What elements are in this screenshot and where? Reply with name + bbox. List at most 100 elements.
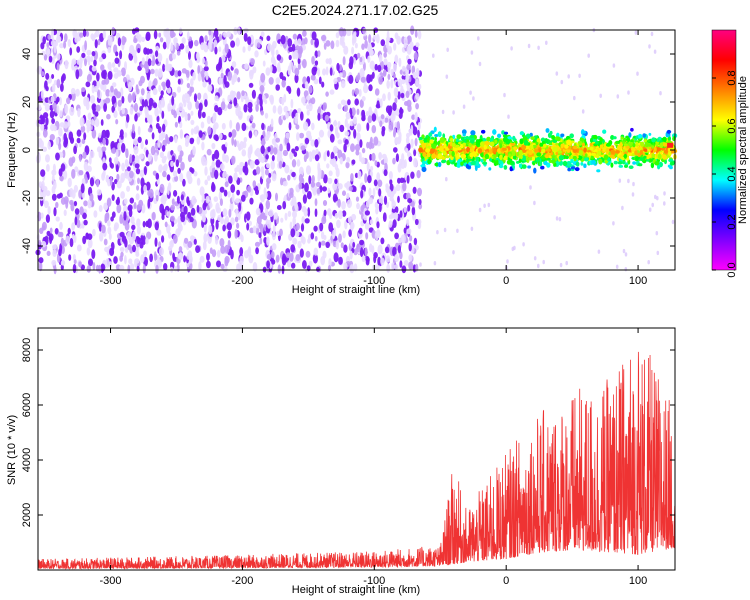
spectrogram-cell [354, 98, 360, 106]
spectrogram-cell [654, 161, 660, 166]
spectrogram-cell [642, 133, 647, 138]
spectrogram-cell [99, 232, 104, 242]
spectrogram-cell [314, 38, 320, 48]
spectrogram-cell [103, 202, 107, 209]
spectrogram-cell [270, 160, 276, 170]
spectrogram-cell [207, 126, 212, 135]
spectrogram-cell [101, 79, 106, 85]
spectrogram-cell [117, 99, 123, 107]
spectrogram-cell [620, 136, 624, 140]
spectrogram-cell [71, 233, 75, 240]
spectrogram-cell [670, 150, 675, 154]
spectrogram-cell [507, 114, 510, 119]
spectrogram-cell [627, 90, 630, 95]
spectrogram-cell [129, 197, 134, 204]
spectrogram-cell [474, 141, 480, 146]
spectrogram-cell [519, 131, 525, 136]
spectrogram-cell [280, 34, 286, 45]
spectrogram-cell [68, 157, 74, 167]
spectrogram-cell [248, 254, 254, 264]
spectrogram-cell [266, 236, 270, 246]
spectrogram-cell [174, 121, 178, 128]
spectrogram-cell [82, 235, 87, 245]
spectrogram-cell [135, 84, 139, 93]
spectrogram-cell [170, 42, 174, 52]
spectrogram-cell [387, 189, 392, 198]
spectrogram-cell [572, 155, 577, 160]
spectrogram-cell [198, 130, 203, 138]
spectrogram-cell [635, 156, 639, 162]
spectrogram-cell [106, 129, 110, 139]
spectrogram-cell [337, 139, 343, 145]
spectrogram-cell [41, 180, 45, 191]
spectrogram-cell [186, 252, 190, 260]
spectrogram-cell [332, 145, 338, 154]
spectrogram-cell [415, 78, 419, 87]
spectrogram-cell [339, 27, 344, 37]
spectrogram-cell [154, 237, 158, 247]
spectrogram-cell [559, 262, 563, 268]
spectrogram-cell [217, 107, 223, 116]
spectrogram-cell [590, 155, 594, 160]
spectrogram-cell [411, 206, 416, 216]
spectrogram-cell [96, 146, 102, 153]
spectrogram-cell [392, 63, 397, 73]
spectrogram-cell [545, 40, 548, 45]
spectrogram-cell [538, 148, 542, 153]
spectrogram-cell [356, 243, 361, 253]
spectrogram-cell [493, 215, 496, 220]
spectrogram-cell [360, 189, 364, 199]
spectrogram-cell [224, 244, 230, 254]
spectrogram-cell [314, 139, 319, 148]
spectrogram-cell [114, 156, 119, 164]
spectrogram-cell [71, 189, 76, 199]
spectrogram-cell [310, 232, 315, 240]
spectrogram-cell [581, 109, 585, 114]
spectrogram-cell [48, 55, 53, 63]
spectrogram-cell [519, 138, 524, 145]
spectrogram-cell [201, 156, 207, 166]
spectrogram-cell [226, 222, 232, 231]
spectrogram-cell [433, 126, 437, 132]
spectrogram-cell [529, 156, 533, 161]
spectrogram-cell [613, 160, 618, 165]
spectrogram-cell [239, 161, 245, 168]
spectrogram-cell [452, 110, 455, 115]
spectrogram-cell [583, 147, 587, 153]
spectrogram-cell [640, 141, 645, 147]
spectrogram-cell [351, 107, 356, 117]
spectrogram-cell [584, 157, 589, 162]
spectrogram-cell [41, 50, 46, 56]
spectrogram-cell [64, 104, 69, 115]
spectrogram-cell [376, 221, 380, 229]
spectrogram-cell [453, 147, 458, 152]
spectrogram-cell [320, 231, 325, 240]
spectrogram-cell [337, 198, 341, 208]
spectrogram-cell [651, 145, 655, 149]
spectrogram-cell [355, 196, 360, 202]
spectrogram-cell [58, 248, 62, 257]
spectrogram-cell [656, 147, 662, 152]
spectrogram-cell [284, 194, 287, 201]
spectrogram-cell [310, 38, 314, 46]
spectrogram-cell [280, 217, 284, 223]
spectrogram-cell [102, 169, 106, 178]
spectrogram-cell [305, 165, 312, 175]
spectrogram-cell [195, 52, 200, 60]
spectrogram-cell [289, 252, 294, 262]
spectrogram-cell [404, 101, 409, 106]
spectrogram-cell [264, 168, 269, 176]
y-tick-label: 6000 [21, 393, 33, 417]
x-tick-label: -100 [363, 275, 385, 287]
spectrogram-cell [67, 227, 71, 235]
spectrogram-cell [255, 247, 259, 255]
spectrogram-cell [275, 49, 279, 56]
spectrogram-cell [204, 179, 208, 186]
spectrogram-cell [439, 137, 445, 143]
spectrogram-cell [419, 262, 422, 267]
spectrogram-cell [96, 178, 100, 188]
spectrogram-cell [38, 119, 44, 125]
spectrogram-cell [469, 139, 475, 144]
spectrogram-cell [271, 243, 277, 251]
spectrogram-cell [368, 34, 372, 44]
